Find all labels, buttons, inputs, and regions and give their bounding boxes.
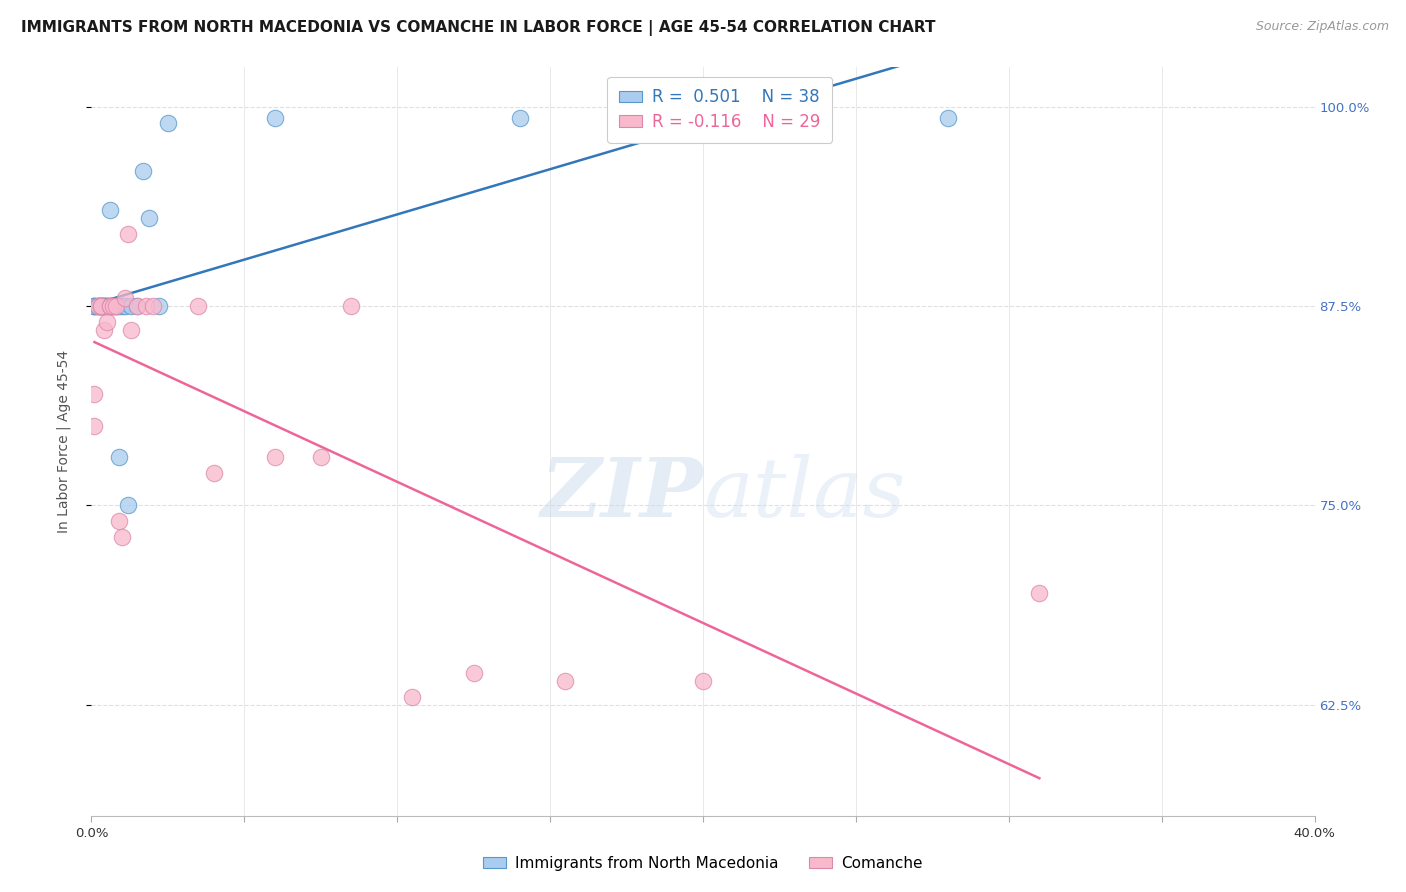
Point [108, 514, 131, 528]
Point [93, 299, 115, 313]
Point [83, 418, 105, 433]
Point [509, 111, 531, 125]
Point [117, 498, 139, 512]
Point [98, 299, 121, 313]
Point [83, 299, 105, 313]
Point [127, 299, 149, 313]
Point [132, 163, 155, 178]
Point [101, 299, 124, 313]
Point [90, 299, 112, 313]
Point [187, 299, 209, 313]
Point [117, 227, 139, 242]
Point [202, 467, 225, 481]
Point [90, 299, 112, 313]
Point [148, 299, 170, 313]
Point [90, 299, 112, 313]
Point [93, 299, 115, 313]
Point [120, 299, 142, 313]
Point [554, 673, 576, 688]
Point [1028, 586, 1050, 600]
Point [114, 291, 136, 305]
Legend: R =  0.501    N = 38, R = -0.116    N = 29: R = 0.501 N = 38, R = -0.116 N = 29 [607, 77, 832, 143]
Point [90, 299, 112, 313]
Point [108, 299, 131, 313]
Point [96, 299, 118, 313]
Point [96, 299, 118, 313]
Point [101, 299, 124, 313]
Point [90, 299, 112, 313]
Text: atlas: atlas [703, 454, 905, 534]
Legend: Immigrants from North Macedonia, Comanche: Immigrants from North Macedonia, Comanch… [477, 850, 929, 877]
Point [83, 386, 105, 401]
Point [114, 299, 136, 313]
Point [692, 673, 714, 688]
Point [401, 690, 423, 704]
Point [138, 211, 160, 226]
Point [111, 530, 134, 544]
Point [135, 299, 157, 313]
Y-axis label: In Labor Force | Age 45-54: In Labor Force | Age 45-54 [56, 350, 70, 533]
Point [96, 299, 118, 313]
Point [98, 299, 121, 313]
Point [98, 203, 121, 218]
Point [309, 450, 332, 465]
Point [104, 299, 127, 313]
Point [104, 299, 127, 313]
Text: Source: ZipAtlas.com: Source: ZipAtlas.com [1256, 20, 1389, 33]
Point [98, 299, 121, 313]
Point [83, 299, 105, 313]
Point [98, 299, 121, 313]
Point [90, 299, 112, 313]
Point [127, 299, 149, 313]
Point [86, 299, 108, 313]
Point [936, 111, 959, 125]
Point [264, 111, 287, 125]
Point [264, 450, 287, 465]
Point [86, 299, 108, 313]
Point [156, 116, 179, 130]
Point [93, 323, 115, 337]
Point [86, 299, 108, 313]
Point [120, 323, 142, 337]
Point [108, 450, 131, 465]
Point [463, 665, 485, 680]
Point [86, 299, 108, 313]
Point [101, 299, 124, 313]
Text: ZIP: ZIP [540, 454, 703, 534]
Point [340, 299, 363, 313]
Text: IMMIGRANTS FROM NORTH MACEDONIA VS COMANCHE IN LABOR FORCE | AGE 45-54 CORRELATI: IMMIGRANTS FROM NORTH MACEDONIA VS COMAN… [21, 20, 935, 36]
Point [93, 299, 115, 313]
Point [141, 299, 163, 313]
Point [83, 299, 105, 313]
Point [111, 299, 134, 313]
Point [104, 299, 127, 313]
Point [96, 315, 118, 329]
Point [93, 299, 115, 313]
